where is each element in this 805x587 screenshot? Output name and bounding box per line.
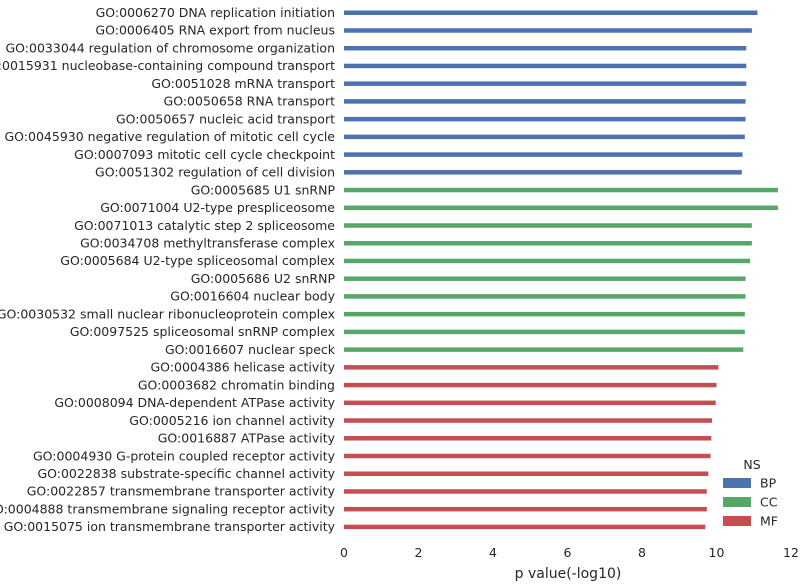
bar-8	[344, 134, 745, 140]
category-label: GO:0097525 spliceosomal snRNP complex	[70, 324, 335, 339]
category-label: GO:0071004 U2-type prespliceosome	[100, 200, 335, 215]
category-label: GO:0003682 chromatin binding	[138, 377, 335, 392]
bar-24	[344, 418, 713, 423]
bar-20	[344, 347, 744, 352]
category-label: GO:0006270 DNA replication initiation	[96, 5, 335, 20]
category-label: GO:0008094 DNA-dependent ATPase activity	[54, 395, 335, 410]
legend-swatch-cc	[723, 497, 751, 507]
bar-4	[344, 63, 747, 69]
x-tick-label: 10	[709, 545, 725, 560]
category-labels: GO:0006270 DNA replication initiation GO:…	[0, 5, 336, 534]
bar-15	[344, 258, 751, 264]
category-label: GO:0022838 substrate-specific channel ac…	[37, 466, 335, 481]
category-label: GO:0005684 U2-type spliceosomal complex	[60, 253, 335, 268]
category-label: GO:0030532 small nuclear ribonucleoprote…	[0, 306, 335, 321]
bar-12	[344, 205, 778, 211]
bar-16	[344, 276, 746, 281]
bar-2	[344, 28, 752, 33]
legend: NS BP CC MF	[723, 457, 778, 529]
bar-26	[344, 453, 711, 459]
category-label: GO:0051302 regulation of cell division	[95, 165, 335, 180]
category-label: GO:0050657 nucleic acid transport	[116, 111, 335, 126]
x-tick-label: 6	[564, 545, 572, 560]
bar-9	[344, 152, 743, 157]
x-tick-label: 4	[489, 545, 497, 560]
category-label: GO:0005686 U2 snRNP	[191, 271, 336, 286]
bar-10	[344, 170, 742, 175]
bar-27	[344, 471, 709, 476]
bar-28	[344, 489, 707, 494]
legend-title: NS	[743, 457, 760, 472]
bar-29	[344, 506, 707, 512]
category-label: GO:0016607 nuclear speck	[165, 342, 336, 357]
bar-30	[344, 524, 706, 530]
bar-18	[344, 311, 745, 317]
category-label: GO:0071013 catalytic step 2 spliceosome	[74, 218, 335, 233]
bar-19	[344, 329, 745, 335]
x-tick-label: 12	[783, 545, 799, 560]
category-label: GO:0051028 mRNA transport	[151, 76, 335, 91]
category-label: GO:0022857 transmembrane transporter act…	[27, 484, 336, 499]
category-label: GO:0033044 regulation of chromosome orga…	[6, 40, 336, 55]
legend-swatch-mf	[723, 516, 751, 526]
bar-7	[344, 116, 746, 122]
bars-layer	[344, 10, 778, 530]
legend-label-mf: MF	[760, 514, 778, 529]
bar-17	[344, 294, 746, 299]
category-label: GO:0005216 ion channel activity	[129, 413, 335, 428]
legend-label-cc: CC	[760, 495, 778, 510]
category-label: GO:0004386 helicase activity	[150, 360, 335, 375]
category-label: GO:0006405 RNA export from nucleus	[95, 23, 335, 38]
x-axis-label: p value(-log10)	[515, 566, 622, 582]
bar-6	[344, 99, 746, 104]
category-label: GO:0034708 methyltransferase complex	[80, 235, 335, 250]
bar-5	[344, 81, 747, 86]
category-label: GO:0015075 ion transmembrane transporter…	[4, 519, 336, 534]
x-tick-label: 2	[415, 545, 423, 560]
category-label: GO:0004888 transmembrane signaling recep…	[0, 501, 336, 516]
bar-1	[344, 10, 758, 15]
category-label: GO:0050658 RNA transport	[164, 94, 336, 109]
x-axis-ticks: 0 2 4 6 8 10 12	[340, 545, 799, 560]
category-label: GO:0005685 U1 snRNP	[191, 182, 336, 197]
bar-25	[344, 436, 712, 441]
bar-14	[344, 240, 752, 246]
category-label: GO:0016887 ATPase activity	[158, 431, 336, 446]
x-tick-label: 0	[340, 545, 348, 560]
bar-23	[344, 400, 716, 406]
legend-label-bp: BP	[760, 476, 777, 491]
category-label: GO:0004930 G-protein coupled receptor ac…	[33, 448, 336, 463]
bar-11	[344, 187, 778, 193]
category-label: GO:0016604 nuclear body	[170, 289, 335, 304]
x-tick-label: 8	[638, 545, 646, 560]
category-label: GO:0045930 negative regulation of mitoti…	[5, 129, 336, 144]
category-label: GO:0007093 mitotic cell cycle checkpoint	[74, 147, 335, 162]
bar-22	[344, 382, 717, 388]
category-label: GO:0015931 nucleobase-containing compoun…	[0, 58, 335, 73]
legend-swatch-bp	[723, 478, 751, 488]
bar-3	[344, 45, 747, 51]
bar-13	[344, 223, 752, 228]
bar-21	[344, 365, 719, 370]
